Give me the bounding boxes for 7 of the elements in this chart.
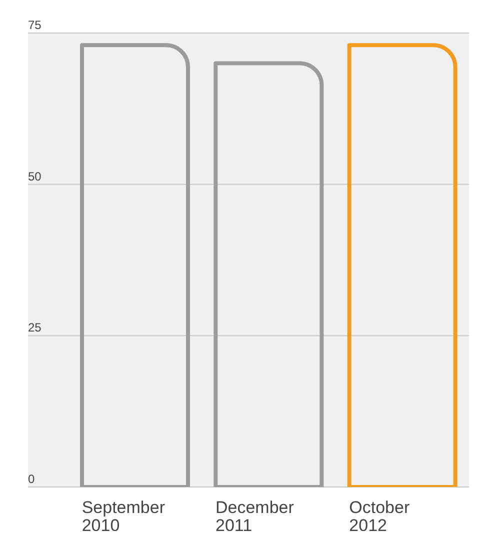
x-tick-label: September 2010: [82, 498, 166, 535]
y-tick-label: 50: [28, 169, 42, 184]
y-tick-label: 75: [28, 18, 42, 32]
x-tick-label: December 2011: [216, 498, 294, 535]
y-tick-label: 0: [28, 472, 35, 486]
y-tick-label: 25: [28, 320, 42, 335]
x-tick-label: October 2012: [349, 498, 410, 535]
